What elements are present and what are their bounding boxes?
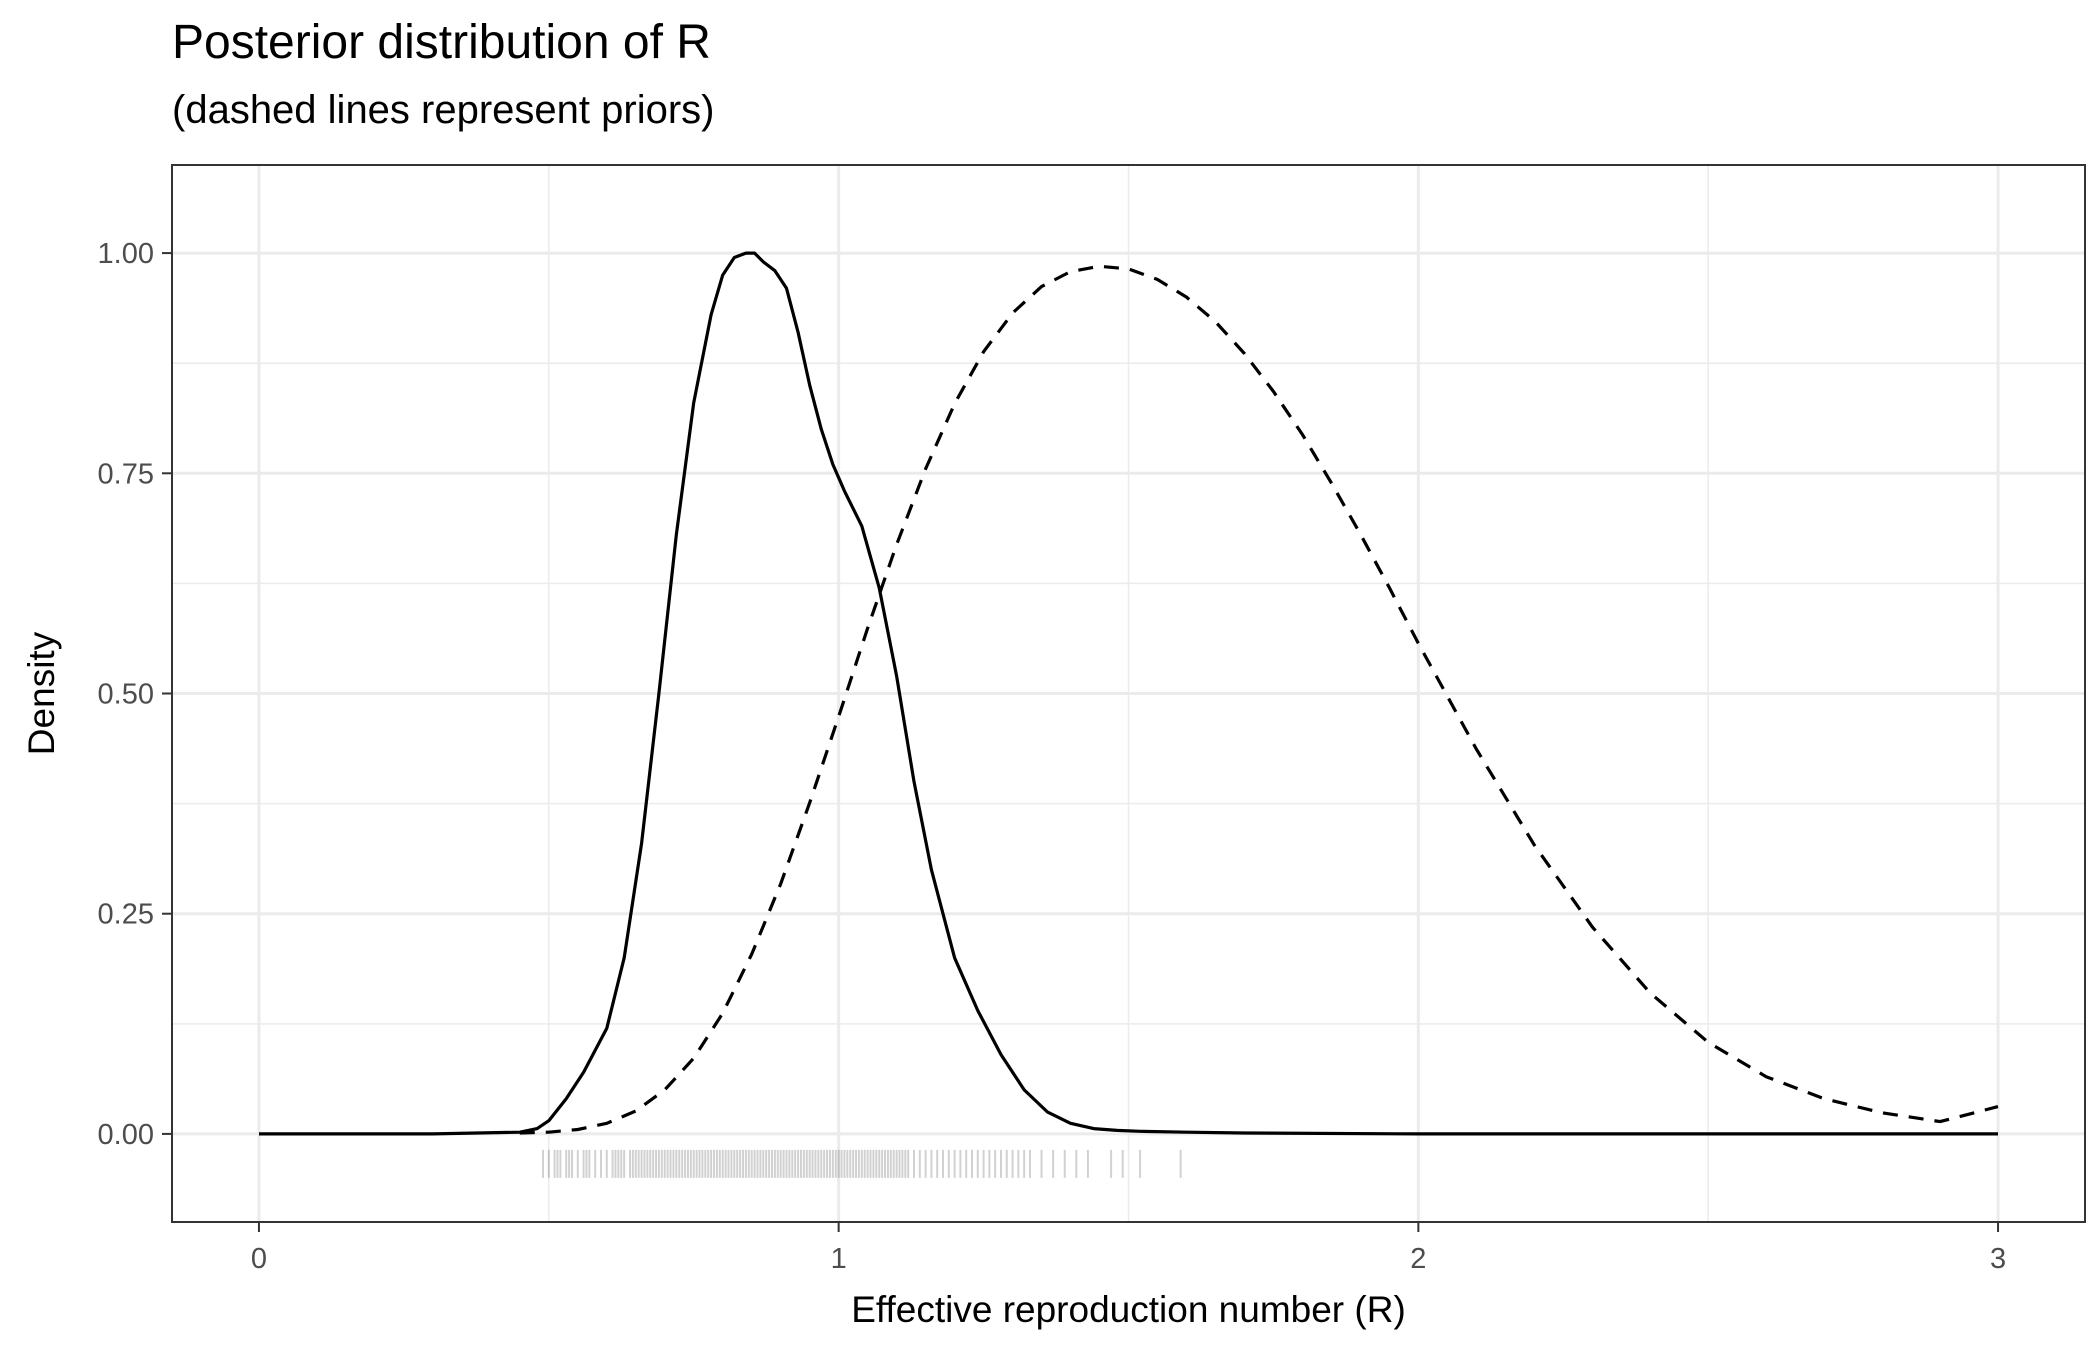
x-axis: 0 1 2 3 [251, 1222, 2006, 1275]
chart-title: Posterior distribution of R [172, 16, 711, 69]
x-axis-title: Effective reproduction number (R) [851, 1289, 1406, 1330]
series-lines [259, 251, 1999, 1136]
rug-marks [542, 1149, 1182, 1178]
y-tick-label: 1.00 [98, 238, 154, 270]
y-tick-label: 0.00 [98, 1119, 154, 1151]
x-tick-label: 2 [1410, 1243, 1426, 1275]
x-tick-label: 1 [831, 1243, 847, 1275]
grid [172, 165, 2085, 1222]
posterior-density-line [259, 251, 1998, 1136]
chart-subtitle: (dashed lines represent priors) [172, 88, 715, 132]
y-axis: 0.00 0.25 0.50 0.75 1.00 [98, 238, 172, 1151]
y-axis-title: Density [21, 631, 62, 755]
prior-density-line [519, 264, 1999, 1135]
y-tick-label: 0.50 [98, 679, 154, 711]
x-tick-label: 0 [251, 1243, 267, 1275]
y-tick-label: 0.75 [98, 458, 154, 490]
x-tick-label: 3 [1990, 1243, 2006, 1275]
y-tick-label: 0.25 [98, 899, 154, 931]
